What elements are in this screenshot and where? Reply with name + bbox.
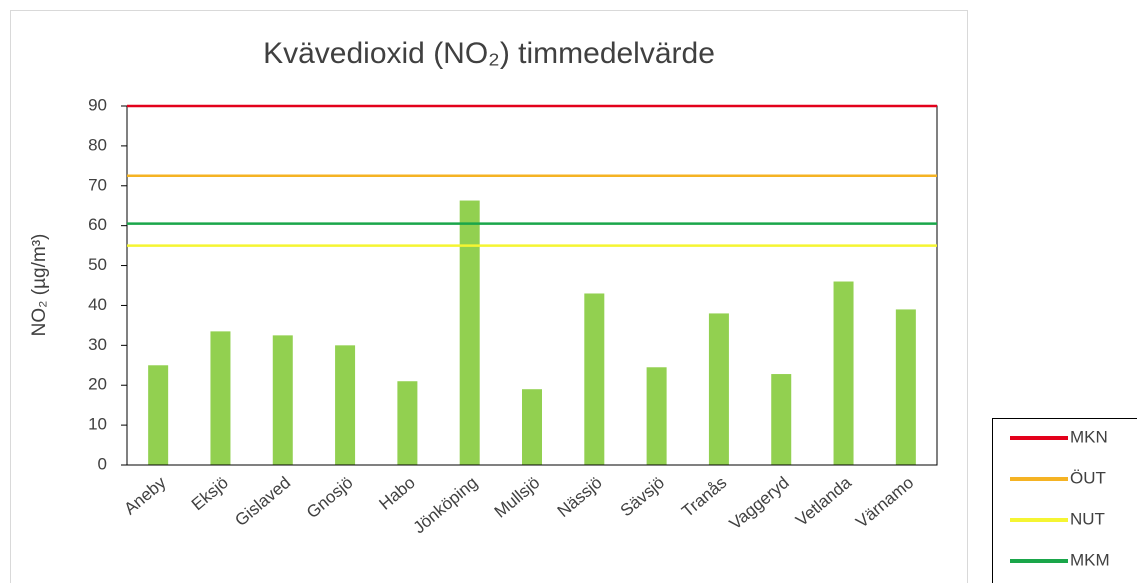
bar bbox=[833, 281, 854, 465]
bar bbox=[459, 200, 480, 465]
bar bbox=[771, 374, 792, 465]
y-tick-label: 20 bbox=[88, 375, 107, 394]
bar bbox=[272, 335, 293, 465]
legend-label: MKN bbox=[1070, 427, 1108, 446]
bar bbox=[895, 309, 916, 465]
bar bbox=[522, 389, 542, 465]
chart-title: Kvävedioxid (NO₂) timmedelvärde bbox=[263, 37, 715, 70]
y-tick-label: 40 bbox=[88, 295, 107, 314]
bar bbox=[397, 381, 418, 465]
bar bbox=[584, 293, 605, 465]
bar bbox=[646, 367, 667, 465]
legend-label: NUT bbox=[1070, 509, 1105, 528]
legend-frame bbox=[992, 418, 1137, 583]
legend-label: MKM bbox=[1070, 550, 1110, 569]
y-axis-label: NO₂ (µg/m³) bbox=[29, 234, 50, 337]
bar bbox=[708, 313, 729, 465]
y-tick-label: 0 bbox=[98, 454, 107, 473]
y-tick-label: 50 bbox=[88, 255, 107, 274]
y-tick-label: 30 bbox=[88, 335, 107, 354]
legend-label: ÖUT bbox=[1070, 468, 1106, 487]
y-tick-label: 10 bbox=[88, 415, 107, 434]
bar bbox=[210, 331, 231, 465]
y-tick-label: 60 bbox=[88, 215, 107, 234]
y-tick-label: 90 bbox=[88, 95, 107, 114]
bar bbox=[148, 365, 169, 465]
bar bbox=[335, 345, 356, 465]
y-tick-label: 80 bbox=[88, 135, 107, 154]
y-tick-label: 70 bbox=[88, 175, 107, 194]
